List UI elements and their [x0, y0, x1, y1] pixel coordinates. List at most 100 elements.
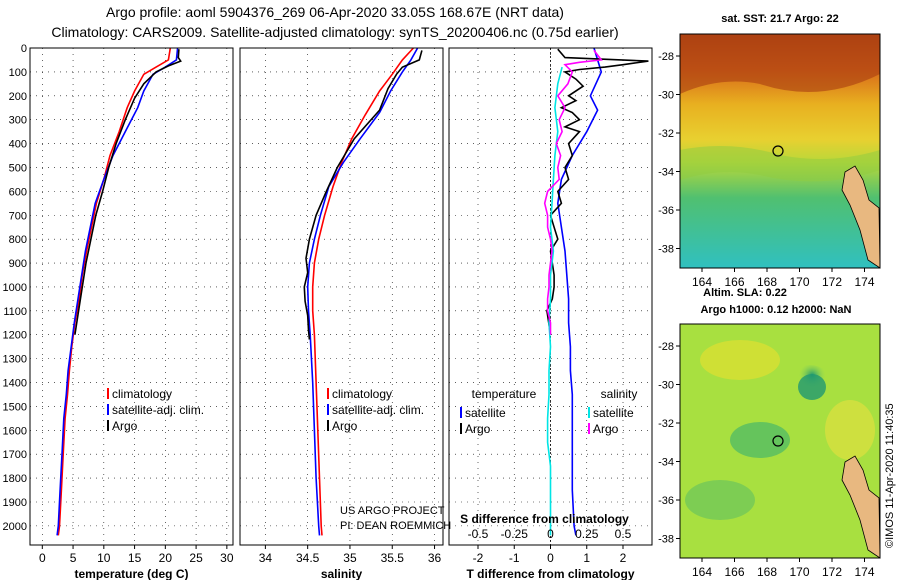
y-tick-label: 1100	[3, 306, 27, 318]
salinity-panel-legend: climatology satellite-adj. clim. Argo	[327, 387, 424, 433]
x-tick-label: 35.5	[381, 551, 405, 565]
x-tick-label: 30	[220, 551, 234, 565]
sla-map-axes: -28 -30 -32 -34 -36 -38 164 166 168 170 172 174	[658, 341, 875, 579]
argo-position-marker-2	[772, 435, 784, 447]
project-credit: US ARGO PROJECT	[340, 505, 445, 517]
temperature-panel-legend: climatology satellite-adj. clim. Argo	[107, 387, 204, 433]
x-tick-label: 34	[259, 551, 273, 565]
top-x-tick-label: 0	[547, 527, 554, 541]
map-y-tick-label: -28	[658, 341, 674, 353]
y-tick-label: 1800	[3, 473, 27, 485]
x-tick-label: -1	[509, 551, 520, 565]
y-tick-label: 500	[9, 162, 27, 174]
map-x-tick-label: 164	[692, 565, 712, 579]
series-line-s-satellite	[546, 66, 563, 536]
x-tick-label: 25	[189, 551, 203, 565]
sst-warm-region	[680, 34, 880, 94]
y-tick-label: 1400	[3, 378, 27, 390]
difference-panel-x-axis: -2 -1 0 1 2	[473, 545, 627, 565]
map-y-tick-label: -36	[658, 205, 674, 217]
x-tick-label: 35	[343, 551, 357, 565]
x-axis-label: temperature (deg C)	[74, 567, 188, 580]
map-x-tick-label: 174	[854, 565, 874, 579]
map-y-tick-label: -34	[658, 167, 674, 179]
x-tick-label: 1	[583, 551, 590, 565]
map-y-tick-label: -28	[658, 51, 674, 63]
x-tick-label: -2	[473, 551, 484, 565]
sla-frame	[679, 323, 881, 559]
x-tick-label: 15	[128, 551, 142, 565]
sst-map-title: sat. SST: 21.7 Argo: 22	[721, 13, 839, 25]
sla-eddy	[798, 374, 826, 400]
y-tick-label: 2000	[3, 521, 27, 533]
series-line-t-satellite	[556, 47, 603, 536]
x-tick-label: 2	[620, 551, 627, 565]
map-x-tick-label: 172	[822, 565, 842, 579]
sla-patch-2	[730, 422, 790, 458]
map-x-tick-label: 168	[757, 565, 777, 579]
difference-panel: -2 -1 0 1 2 T difference from climatology temp…	[448, 47, 653, 580]
legend-label: climatology	[112, 387, 172, 401]
salinity-panel-x-axis: 34 34.5 35 35.5 36	[259, 545, 442, 565]
temperature-panel: 0 5 10 15 20 25 30 temperature (deg C) 0 100 200 30…	[3, 43, 234, 580]
x-tick-label: 34.5	[296, 551, 320, 565]
map-x-tick-label: 170	[789, 565, 809, 579]
series-line-satellite-adj-clim-	[306, 47, 419, 536]
y-tick-label: 100	[9, 67, 27, 79]
map-x-tick-label: 170	[789, 275, 809, 289]
title-line-1: Argo profile: aoml 5904376_269 06-Apr-20…	[106, 4, 564, 20]
top-x-tick-label: 0.5	[615, 527, 632, 541]
top-x-tick-label: 0.25	[575, 527, 599, 541]
legend-label: climatology	[332, 387, 392, 401]
sst-front	[680, 146, 880, 182]
sst-frame	[679, 33, 881, 269]
sla-map-title: Altim. SLA: 0.22	[703, 287, 787, 299]
salinity-panel-series	[303, 47, 423, 536]
y-tick-label: 1000	[3, 282, 27, 294]
x-tick-label: 36	[428, 551, 442, 565]
series-line-t-argo	[546, 48, 649, 335]
top-x-tick-label: -0.25	[501, 527, 529, 541]
map-y-tick-label: -32	[658, 418, 674, 430]
y-tick-label: 1700	[3, 449, 27, 461]
series-line-satellite-adj-clim-	[56, 47, 179, 536]
y-tick-label: 700	[9, 210, 27, 222]
map-x-tick-label: 164	[692, 275, 712, 289]
x-tick-label: 10	[97, 551, 111, 565]
top-x-axis-label: S difference from climatology	[460, 512, 629, 526]
series-line-argo	[74, 49, 182, 335]
map-x-tick-label: 174	[854, 275, 874, 289]
sla-map-subtitle: Argo h1000: 0.12 h2000: NaN	[700, 304, 851, 316]
legend-label: satellite	[593, 406, 634, 420]
legend-label: satellite	[465, 406, 506, 420]
temperature-panel-frame	[29, 47, 234, 546]
salinity-panel-frame	[239, 47, 444, 546]
x-axis-label: T difference from climatology	[466, 567, 634, 580]
map-x-tick-label: 166	[724, 565, 744, 579]
map-y-tick-label: -30	[658, 90, 674, 102]
y-tick-label: 1600	[3, 425, 27, 437]
series-line-s-argo	[543, 49, 603, 335]
y-tick-label: 300	[9, 115, 27, 127]
legend-title-salinity: salinity	[601, 387, 638, 401]
x-tick-label: 0	[547, 551, 554, 565]
sst-map: sat. SST: 21.7 Argo: 22 -28 -30 -32 -34 -36 -…	[658, 13, 881, 289]
map-y-tick-label: -30	[658, 380, 674, 392]
legend-label: satellite-adj. clim.	[112, 403, 204, 417]
sla-map: Altim. SLA: 0.22 Argo h1000: 0.12 h2000:…	[658, 287, 881, 579]
y-tick-label: 400	[9, 139, 27, 151]
difference-panel-series	[543, 47, 649, 536]
y-tick-label: 600	[9, 186, 27, 198]
imos-credit: ©IMOS 11-Apr-2020 11:40:35	[884, 403, 896, 548]
y-tick-label: 1200	[3, 330, 27, 342]
argo-position-marker	[772, 145, 784, 157]
map-y-tick-label: -32	[658, 128, 674, 140]
temperature-panel-grid	[30, 47, 233, 545]
map-x-tick-label: 168	[757, 275, 777, 289]
sst-map-axes: -28 -30 -32 -34 -36 -38 164 166 168 170 172 174	[658, 51, 875, 289]
y-tick-label: 1500	[3, 401, 27, 413]
map-y-tick-label: -34	[658, 457, 674, 469]
map-y-tick-label: -38	[658, 244, 674, 256]
sla-high-patch	[700, 340, 780, 380]
